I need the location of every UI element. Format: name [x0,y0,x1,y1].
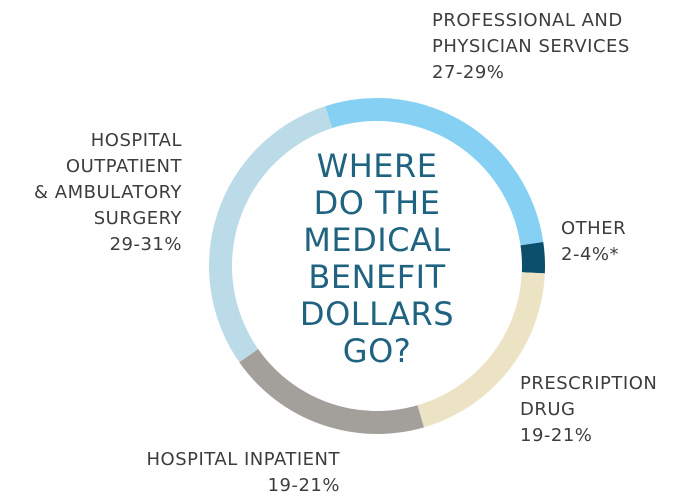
segment-label: PROFESSIONAL AND PHYSICIAN SERVICES 27-29… [432,8,630,86]
segment-label: PRESCRIPTION DRUG 19-21% [520,371,657,449]
category-name: PRESCRIPTION DRUG [520,373,658,420]
donut-segment [417,272,545,428]
value-label: 19-21% [267,475,340,496]
donut-segment [208,106,333,363]
donut-segment [239,349,424,435]
category-name: HOSPITAL INPATIENT [146,449,340,470]
donut-segment [325,98,544,246]
category-name: PROFESSIONAL AND PHYSICIAN SERVICES [432,10,630,57]
category-name: OTHER [561,218,627,239]
category-name: HOSPITAL OUTPATIENT & AMBULATORY SURGERY [34,130,182,229]
segment-label: HOSPITAL OUTPATIENT & AMBULATORY SURGERY… [34,128,182,258]
value-label: 29-31% [109,234,182,255]
segment-label: OTHER 2-4%* [561,216,626,268]
value-label: 27-29% [432,62,505,83]
donut-segment [520,242,546,274]
segment-label: HOSPITAL INPATIENT 19-21% [147,447,340,498]
value-label: 19-21% [520,425,593,446]
value-label: 2-4%* [561,244,620,265]
chart-title: WHERE DO THE MEDICAL BENEFIT DOLLARS GO? [299,147,455,370]
